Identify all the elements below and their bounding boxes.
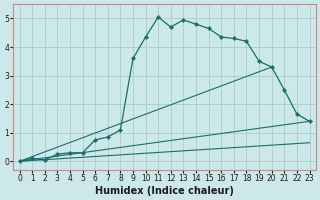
X-axis label: Humidex (Indice chaleur): Humidex (Indice chaleur) [95, 186, 234, 196]
